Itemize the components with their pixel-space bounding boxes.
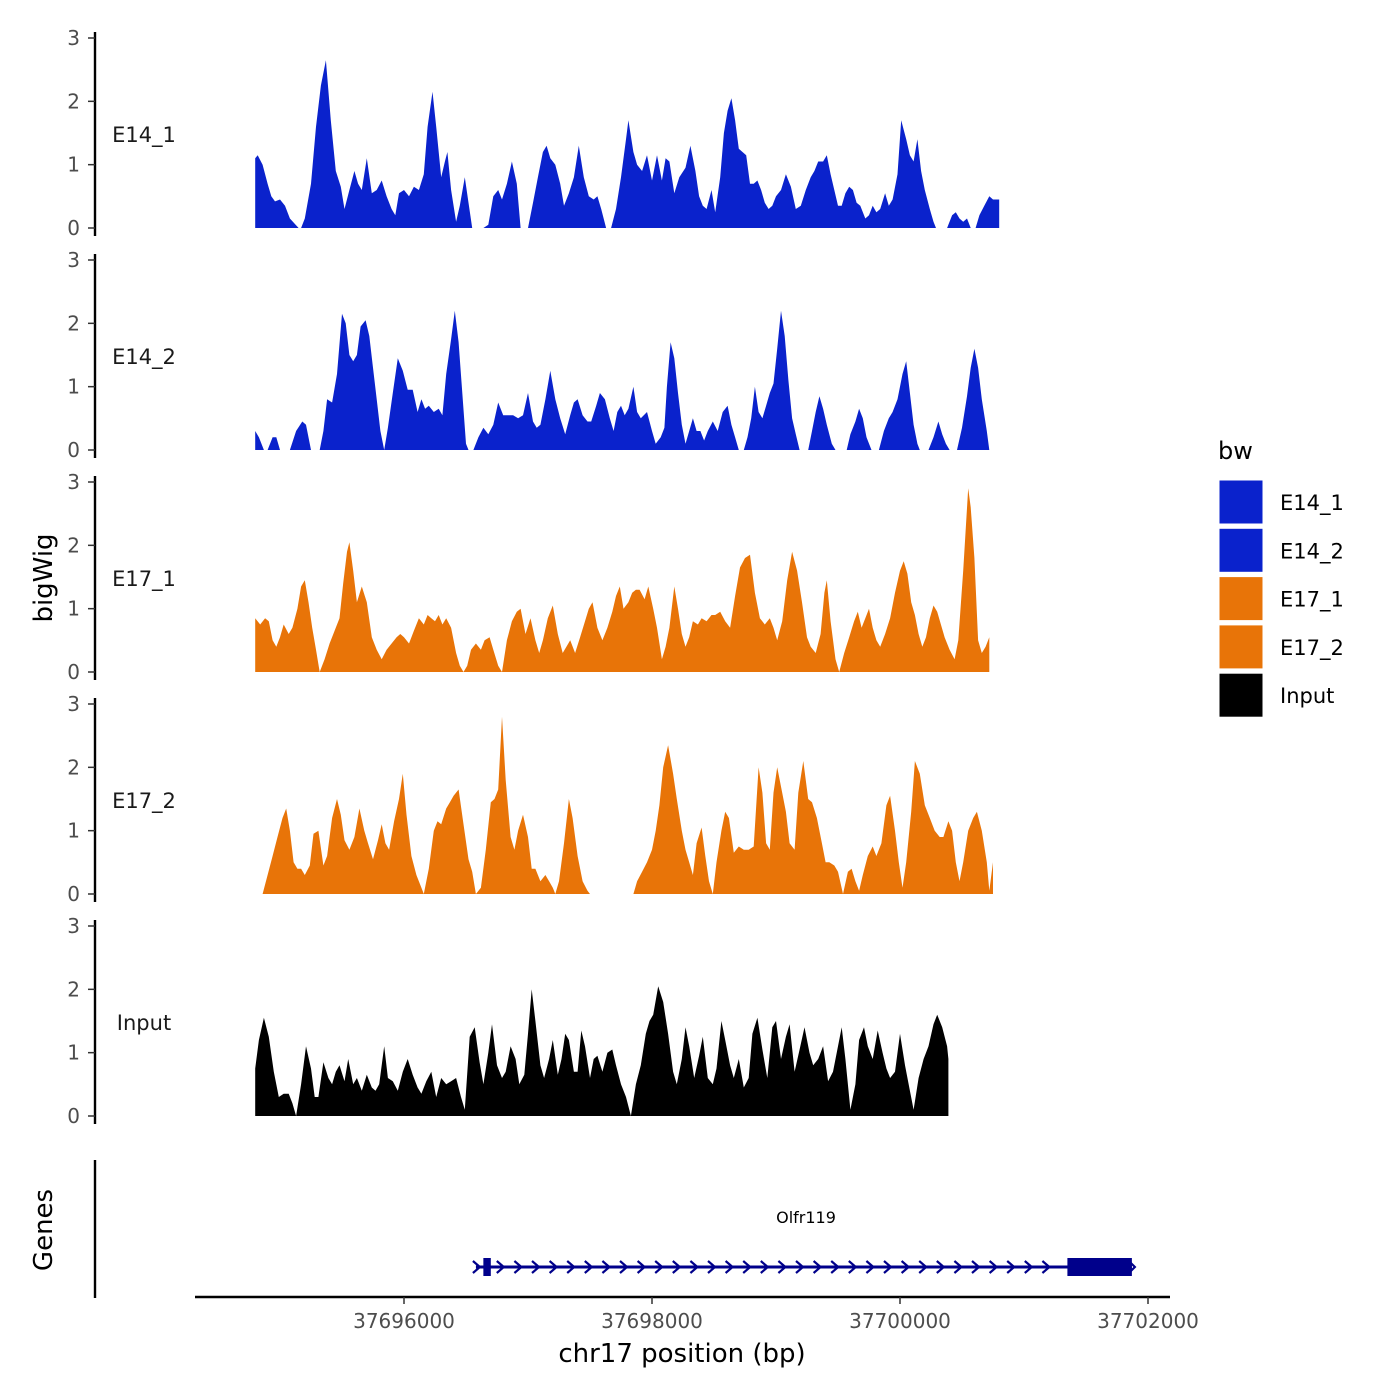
y-tick-label: 2 bbox=[67, 89, 80, 113]
legend-label: Input bbox=[1280, 684, 1334, 708]
strand-arrow bbox=[742, 1260, 752, 1274]
legend-label: E17_1 bbox=[1280, 588, 1344, 613]
y-tick-label: 2 bbox=[67, 755, 80, 779]
strand-arrow bbox=[988, 1260, 999, 1274]
strand-arrow bbox=[918, 1260, 928, 1274]
tracks-layer: 0 1 2 3 E14_1 0 1 2 3 E14_2 0 1 2 3 E17_1 0 1 2 3 E17_2 0 1 2 3… bbox=[67, 26, 1000, 1128]
legend-label: E14_1 bbox=[1280, 491, 1344, 516]
strand-arrow bbox=[601, 1260, 612, 1274]
track-label: E14_1 bbox=[112, 123, 176, 148]
legend-swatch bbox=[1218, 672, 1264, 718]
strand-arrow bbox=[672, 1260, 682, 1274]
y-tick-label: 0 bbox=[67, 882, 80, 906]
y-tick-label: 1 bbox=[67, 819, 80, 843]
genes-axis-title: Genes bbox=[29, 1189, 59, 1271]
y-tick-label: 2 bbox=[67, 311, 80, 335]
strand-arrow bbox=[795, 1260, 805, 1274]
track-E14_1: 0 1 2 3 E14_1 bbox=[67, 26, 1000, 240]
gene-exon bbox=[1067, 1258, 1132, 1276]
coverage-area bbox=[255, 60, 1000, 229]
x-tick-label: 37698000 bbox=[601, 1309, 703, 1333]
strand-arrow bbox=[548, 1260, 559, 1274]
strand-arrow bbox=[777, 1260, 788, 1274]
x-axis-title: chr17 position (bp) bbox=[558, 1339, 805, 1369]
y-tick-label: 1 bbox=[67, 375, 80, 399]
strand-arrow bbox=[971, 1260, 981, 1274]
strand-arrow bbox=[619, 1260, 629, 1274]
strand-arrow bbox=[830, 1260, 840, 1274]
x-axis: 37696000 37698000 37700000 37702000 bbox=[195, 1295, 1199, 1333]
strand-arrow bbox=[513, 1260, 524, 1274]
strand-arrow bbox=[724, 1260, 735, 1274]
legend-swatch bbox=[1218, 527, 1264, 573]
y-tick-label: 3 bbox=[67, 248, 80, 272]
y-tick-label: 1 bbox=[67, 597, 80, 621]
strand-arrow bbox=[654, 1260, 664, 1274]
y-axis-title: bigWig bbox=[29, 533, 59, 622]
coverage-area bbox=[262, 716, 994, 894]
strand-arrow bbox=[496, 1260, 506, 1274]
strand-arrow bbox=[472, 1260, 482, 1274]
track-label: E17_2 bbox=[112, 789, 176, 814]
coverage-area bbox=[255, 310, 990, 450]
legend-label: E17_2 bbox=[1280, 636, 1344, 661]
coverage-area bbox=[255, 488, 990, 672]
y-tick-label: 3 bbox=[67, 914, 80, 938]
strand-arrow bbox=[812, 1260, 823, 1274]
y-tick-label: 3 bbox=[67, 470, 80, 494]
legend-swatch bbox=[1218, 479, 1264, 525]
y-tick-label: 3 bbox=[67, 692, 80, 716]
strand-arrow bbox=[636, 1260, 647, 1274]
y-tick-label: 2 bbox=[67, 977, 80, 1001]
y-tick-label: 0 bbox=[67, 216, 80, 240]
strand-arrow bbox=[883, 1260, 893, 1274]
y-tick-label: 0 bbox=[67, 438, 80, 462]
y-tick-label: 0 bbox=[67, 660, 80, 684]
track-label: E14_2 bbox=[112, 345, 176, 370]
track-E17_1: 0 1 2 3 E17_1 bbox=[67, 470, 990, 684]
strand-arrow bbox=[689, 1260, 700, 1274]
strand-arrow bbox=[760, 1260, 770, 1274]
genes-layer: Olfr119 bbox=[93, 1160, 1137, 1298]
legend-swatch bbox=[1218, 624, 1264, 670]
gene-exon bbox=[483, 1258, 491, 1276]
track-label: E17_1 bbox=[112, 567, 176, 592]
strand-arrow bbox=[848, 1260, 858, 1274]
y-tick-label: 0 bbox=[67, 1104, 80, 1128]
legend-label: E14_2 bbox=[1280, 539, 1344, 564]
x-tick-label: 37702000 bbox=[1097, 1309, 1199, 1333]
legend-title: bw bbox=[1218, 437, 1253, 465]
strand-arrow bbox=[865, 1260, 876, 1274]
track-E14_2: 0 1 2 3 E14_2 bbox=[67, 248, 990, 462]
strand-arrow bbox=[531, 1260, 541, 1274]
strand-arrow bbox=[900, 1260, 911, 1274]
x-tick-label: 37696000 bbox=[353, 1309, 455, 1333]
y-tick-label: 2 bbox=[67, 533, 80, 557]
y-tick-label: 1 bbox=[67, 1041, 80, 1065]
strand-arrow bbox=[936, 1260, 946, 1274]
gene-name: Olfr119 bbox=[776, 1208, 836, 1227]
coverage-area bbox=[255, 986, 949, 1116]
strand-arrow bbox=[1041, 1260, 1052, 1274]
track-Input: 0 1 2 3 Input bbox=[67, 914, 949, 1128]
legend-swatch bbox=[1218, 576, 1264, 622]
y-tick-label: 1 bbox=[67, 153, 80, 177]
strand-arrow bbox=[1024, 1260, 1034, 1274]
strand-arrow bbox=[584, 1260, 594, 1274]
strand-arrow bbox=[566, 1260, 576, 1274]
legend: bw E14_1 E14_2 E17_1 E17_2 Input bbox=[1218, 437, 1344, 718]
track-label: Input bbox=[117, 1011, 171, 1035]
strand-arrow bbox=[707, 1260, 717, 1274]
strand-arrow bbox=[953, 1260, 964, 1274]
x-tick-label: 37700000 bbox=[849, 1309, 951, 1333]
track-E17_2: 0 1 2 3 E17_2 bbox=[67, 692, 994, 906]
strand-arrow bbox=[1006, 1260, 1016, 1274]
y-tick-label: 3 bbox=[67, 26, 80, 50]
